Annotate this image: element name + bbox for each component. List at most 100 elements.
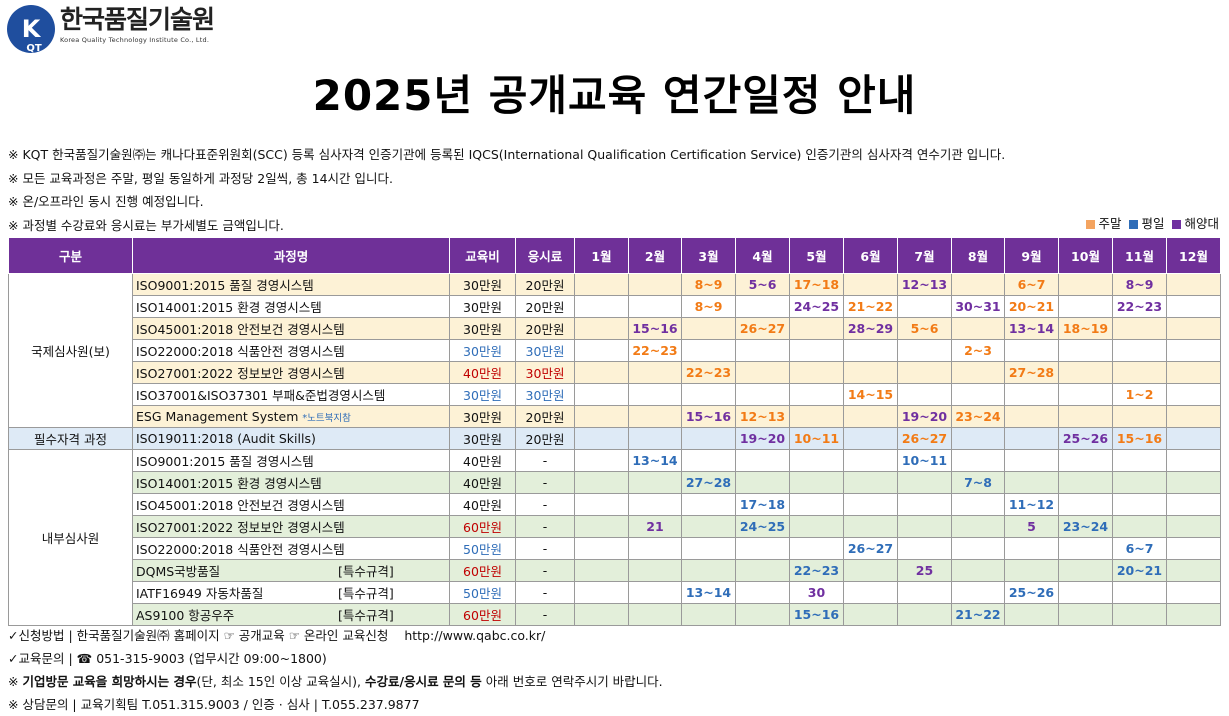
month-cell: 17~18 [789,273,844,296]
month-cell [1004,603,1059,626]
table-header-row: 구분 과정명 교육비 응시료 1월 2월 3월 4월 5월 6월 7월 8월 9월 10월 11월 12월 [8,237,1221,274]
month-cell: 15~16 [681,405,736,428]
month-cell: 11~12 [1004,493,1059,516]
exam-fee-cell: 30만원 [515,361,575,384]
inquiry-text: ☎ 051-315-9003 (업무시간 09:00~1800) [76,651,327,666]
month-cell [681,559,736,582]
svg-text:K: K [22,15,42,43]
course-note: *노트북지참 [302,413,351,424]
course-name: ISO22000:2018 식품안전 경영시스템 [132,537,450,560]
month-cell [1166,427,1221,450]
course-name: ISO19011:2018 (Audit Skills) [132,427,450,450]
notice-item: ※ KQT 한국품질기술원㈜는 캐나다표준위원회(SCC) 등록 심사자격 인증… [8,147,1006,162]
table-row: AS9100 항공우주 [특수규격] 60만원 - 15~16 21~22 [9,603,1221,626]
month-cell: 6~7 [1004,273,1059,296]
fee-cell: 60만원 [449,603,516,626]
month-cell [681,383,736,406]
month-cell [735,581,790,604]
page-title: 2025년 공개교육 연간일정 안내 [312,71,917,120]
month-cell: 17~18 [735,493,790,516]
month-cell [735,339,790,362]
month-cell: 8~9 [1112,273,1167,296]
column-header: 5월 [789,237,844,274]
month-cell [843,515,898,538]
month-cell [628,383,682,406]
month-cell: 26~27 [843,537,898,560]
month-cell [1004,559,1059,582]
fee-cell: 30만원 [449,405,516,428]
month-cell [897,493,952,516]
month-cell [628,581,682,604]
month-cell [843,339,898,362]
month-cell [1166,515,1221,538]
month-cell: 22~23 [789,559,844,582]
month-cell [897,471,952,494]
month-cell [735,603,790,626]
month-cell [843,427,898,450]
company-logo: K QT 한국품질기술원 Korea Quality Technology In… [6,4,215,54]
month-cell [735,559,790,582]
fee-cell: 60만원 [449,515,516,538]
course-name: ISO9001:2015 품질 경영시스템 [132,273,450,296]
month-cell: 30~31 [951,295,1005,318]
month-cell: 13~14 [1004,317,1059,340]
exam-fee-cell: 20만원 [515,427,575,450]
month-cell [789,515,844,538]
course-name: ISO45001:2018 안전보건 경영시스템 [132,493,450,516]
month-cell [1058,471,1113,494]
table-row: 내부심사원 ISO9001:2015 품질 경영시스템 40만원 -13~14 10~1… [8,449,1221,626]
fee-cell: 30만원 [449,273,516,296]
table-row: 필수자격 과정 ISO19011:2018 (Audit Skills) 30만원 2… [8,427,1221,450]
month-cell [1058,559,1113,582]
month-cell [574,449,629,472]
month-cell: 14~15 [843,383,898,406]
month-cell: 26~27 [897,427,952,450]
month-cell: 28~29 [843,317,898,340]
fee-cell: 40만원 [449,493,516,516]
course-name: ISO14001:2015 환경 경영시스템 [132,295,450,318]
column-header: 9월 [1004,237,1059,274]
month-cell [681,603,736,626]
month-cell [1058,383,1113,406]
month-cell [951,449,1005,472]
course-name: ISO9001:2015 품질 경영시스템 [132,449,450,472]
month-cell [789,493,844,516]
month-cell: 10~11 [789,427,844,450]
month-cell [1058,405,1113,428]
month-cell [574,581,629,604]
month-cell [574,603,629,626]
month-cell: 6~7 [1112,537,1167,560]
month-cell [789,361,844,384]
course-name: ISO45001:2018 안전보건 경영시스템 [132,317,450,340]
month-cell: 1~2 [1112,383,1167,406]
month-cell: 23~24 [951,405,1005,428]
month-cell [789,339,844,362]
kqt-logo-icon: K QT [7,5,55,54]
month-cell [843,449,898,472]
month-cell [1112,361,1167,384]
column-header: 과정명 [132,237,450,274]
month-cell [789,405,844,428]
month-cell [1004,383,1059,406]
course-name: IATF16949 자동차품질 [특수규격] [132,581,450,604]
month-cell [1004,449,1059,472]
month-cell [951,383,1005,406]
month-cell [897,515,952,538]
month-cell: 13~14 [628,449,682,472]
exam-fee-cell: - [515,559,575,582]
month-cell: 12~13 [735,405,790,428]
exam-fee-cell: 30만원 [515,339,575,362]
table-row: DQMS국방품질 [특수규격] 60만원 - 22~23 25 20~21 [9,559,1221,582]
month-cell [789,471,844,494]
website-link[interactable]: http://www.qabc.co.kr/ [404,628,546,643]
column-header: 1월 [574,237,629,274]
contact-info: ※ 상담문의 | 교육기획팀 T.051.315.9003 / 인증 · 심사 … [8,697,420,712]
month-cell [1166,537,1221,560]
month-cell [1058,493,1113,516]
legend-overseas: 해양대 [1172,213,1219,232]
fee-cell: 60만원 [449,559,516,582]
month-cell [1166,317,1221,340]
month-cell [1004,427,1059,450]
legend-weekend: 주말 [1086,213,1121,232]
month-cell: 20~21 [1112,559,1167,582]
